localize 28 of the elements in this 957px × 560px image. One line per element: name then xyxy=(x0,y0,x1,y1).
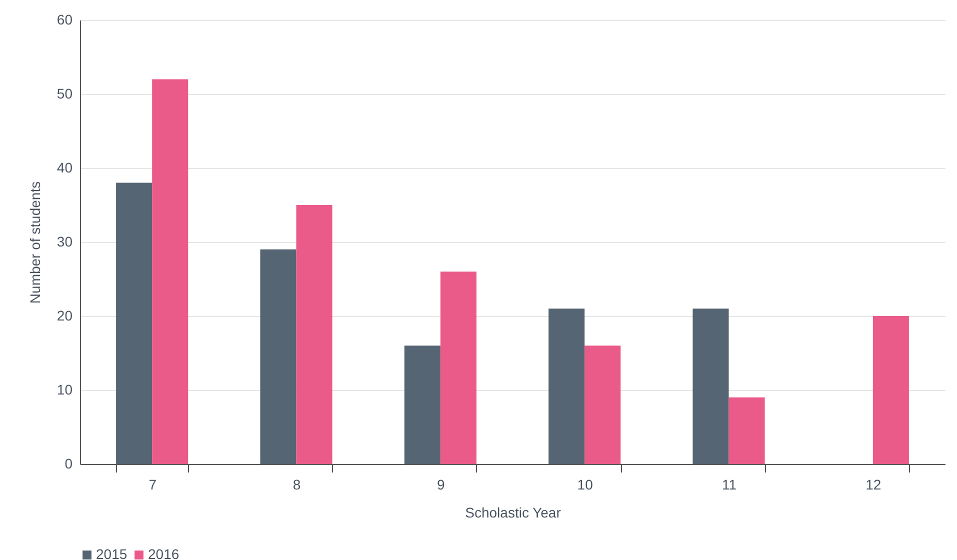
y-axis-title: Number of students xyxy=(26,181,43,304)
bar xyxy=(152,79,188,464)
y-tick-label: 40 xyxy=(56,160,73,176)
y-tick-label: 60 xyxy=(56,12,73,28)
x-tick-label: 9 xyxy=(437,476,446,492)
bar xyxy=(548,308,585,464)
bar xyxy=(404,346,440,464)
x-tick-label: 8 xyxy=(292,476,301,492)
y-tick-label: 10 xyxy=(56,382,73,398)
y-tick-label: 50 xyxy=(56,86,73,102)
bar xyxy=(584,346,621,464)
x-tick-label: 7 xyxy=(148,476,157,492)
y-tick-label: 20 xyxy=(56,308,73,324)
bar xyxy=(872,316,909,464)
bar xyxy=(260,249,296,464)
x-tick-label: 11 xyxy=(722,476,737,492)
y-tick-label: 0 xyxy=(64,456,73,472)
bar xyxy=(728,397,765,464)
x-axis-title: Scholastic Year xyxy=(465,504,562,520)
legend-label: 2015 xyxy=(96,546,128,560)
bar xyxy=(692,308,729,464)
bar xyxy=(116,182,152,464)
y-tick-label: 30 xyxy=(56,234,73,250)
x-tick-label: 12 xyxy=(866,476,882,492)
bar xyxy=(296,205,332,464)
bar xyxy=(440,272,476,464)
x-tick-label: 10 xyxy=(577,476,594,492)
legend-label: 2016 xyxy=(148,546,180,560)
